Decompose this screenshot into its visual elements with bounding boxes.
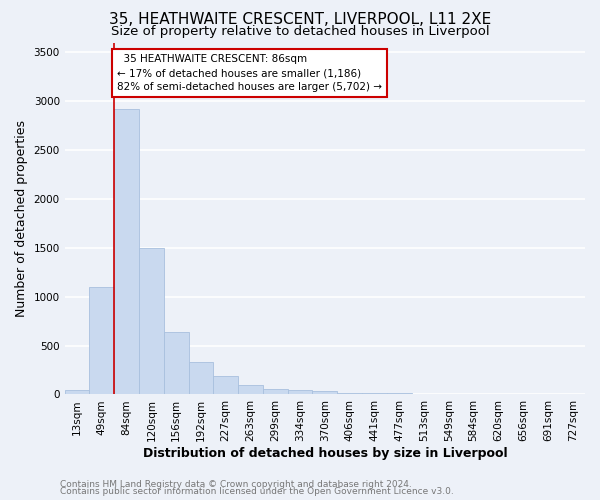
Bar [313,390,337,394]
Bar [139,248,164,394]
Bar [362,393,387,394]
Bar [263,388,287,394]
X-axis label: Distribution of detached houses by size in Liverpool: Distribution of detached houses by size … [143,447,507,460]
Text: 35 HEATHWAITE CRESCENT: 86sqm
← 17% of detached houses are smaller (1,186)
82% o: 35 HEATHWAITE CRESCENT: 86sqm ← 17% of d… [117,54,382,92]
Bar [238,384,263,394]
Y-axis label: Number of detached properties: Number of detached properties [15,120,28,317]
Bar [337,392,362,394]
Text: Contains HM Land Registry data © Crown copyright and database right 2024.: Contains HM Land Registry data © Crown c… [60,480,412,489]
Bar [114,109,139,395]
Text: 35, HEATHWAITE CRESCENT, LIVERPOOL, L11 2XE: 35, HEATHWAITE CRESCENT, LIVERPOOL, L11 … [109,12,491,28]
Text: Size of property relative to detached houses in Liverpool: Size of property relative to detached ho… [110,25,490,38]
Text: Contains public sector information licensed under the Open Government Licence v3: Contains public sector information licen… [60,487,454,496]
Bar [164,332,188,394]
Bar [214,376,238,394]
Bar [65,390,89,394]
Bar [287,390,313,394]
Bar [89,287,114,395]
Bar [188,362,214,394]
